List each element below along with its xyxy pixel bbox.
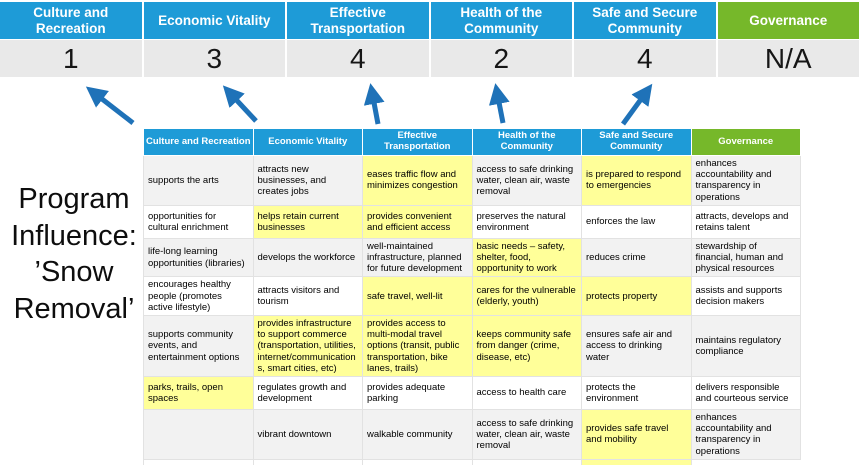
influence-arrow-safe-icon xyxy=(620,83,653,126)
matrix-cell-r8-c5: looks after it's most vulnerable xyxy=(581,458,692,465)
matrix-cell-r8-c6 xyxy=(691,459,801,465)
matrix-header-cell-6: Governance xyxy=(690,128,801,156)
influence-arrow-culture-icon xyxy=(85,86,135,125)
summary-header-cell-4: Health of the Community xyxy=(430,2,574,39)
summary-score-row: 1 3 4 2 4 N/A xyxy=(0,40,859,77)
matrix-cell-r3-c6: stewardship of financial, human and phys… xyxy=(690,237,801,278)
matrix-cell-r8-c3 xyxy=(362,458,473,465)
matrix-cell-r2-c6: attracts, develops and retains talent xyxy=(690,204,801,239)
matrix-cell-r6-c2: regulates growth and development xyxy=(252,376,363,411)
matrix-cell-r3-c3: well-maintained infrastructure, planned … xyxy=(362,237,473,278)
program-title: Program Influence: ’Snow Removal’ xyxy=(0,181,148,327)
summary-header-cell-1: Culture and Recreation xyxy=(0,2,144,39)
matrix-cell-r3-c5: reduces crime xyxy=(581,237,692,278)
matrix-cell-r7-c6: enhances accountability and transparency… xyxy=(690,409,801,460)
matrix-cell-r2-c3: provides convenient and efficient access xyxy=(362,204,473,239)
matrix-cell-r1-c4: access to safe drinking water, clean air… xyxy=(471,155,582,206)
summary-header-cell-6: Governance xyxy=(717,2,859,39)
program-title-line-4: Removal’ xyxy=(13,292,135,325)
matrix-cell-r1-c2: attracts new businesses, and creates job… xyxy=(252,155,363,206)
influence-arrows xyxy=(85,83,653,126)
matrix-cell-r4-c1: encourages healthy people (promotes acti… xyxy=(143,276,254,317)
summary-score-cell-1: 1 xyxy=(0,40,144,77)
summary-header-cell-2: Economic Vitality xyxy=(143,2,287,39)
matrix-row-2: opportunities for cultural enrichment hel… xyxy=(143,204,801,239)
summary-score-cell-6: N/A xyxy=(717,40,859,77)
matrix-cell-r1-c6: enhances accountability and transparency… xyxy=(690,155,801,206)
matrix-cell-r2-c1: opportunities for cultural enrichment xyxy=(143,204,254,239)
summary-score-cell-3: 4 xyxy=(287,40,431,77)
matrix-cell-r4-c5: protects property xyxy=(581,276,692,317)
matrix-cell-r1-c5: is prepared to respond to emergencies xyxy=(581,155,692,206)
matrix-header-cell-5: Safe and Secure Community xyxy=(581,128,692,156)
matrix-cell-r8-c4 xyxy=(471,458,582,465)
matrix-cell-r1-c3: eases traffic flow and minimizes congest… xyxy=(362,155,473,206)
influence-arrow-economic-icon xyxy=(222,85,258,123)
matrix-row-6: parks, trails, open spaces regulates grow… xyxy=(143,376,801,411)
matrix-cell-r7-c3: walkable community xyxy=(362,409,473,460)
matrix-cell-r3-c1: life-long learning opportunities (librar… xyxy=(143,237,254,278)
influence-arrow-transportation-icon xyxy=(363,83,385,125)
matrix-row-5: supports community events, and entertain… xyxy=(143,315,801,378)
matrix-cell-r6-c3: provides adequate parking xyxy=(362,376,473,411)
summary-header-cell-5: Safe and Secure Community xyxy=(574,2,718,39)
matrix-row-1: supports the arts attracts new businesses… xyxy=(143,155,801,206)
matrix-row-3: life-long learning opportunities (librar… xyxy=(143,237,801,278)
matrix-header-cell-1: Culture and Recreation xyxy=(143,128,254,156)
matrix-cell-r6-c1: parks, trails, open spaces xyxy=(143,376,254,411)
matrix-header-cell-2: Economic Vitality xyxy=(252,128,363,156)
matrix-cell-r5-c5: ensures safe air and access to drinking … xyxy=(581,315,692,378)
matrix-cell-r5-c3: provides access to multi-modal travel op… xyxy=(362,315,473,378)
matrix-body: supports the arts attracts new businesses… xyxy=(143,155,801,465)
matrix-cell-r5-c1: supports community events, and entertain… xyxy=(143,315,254,378)
summary-header-cell-3: Effective Transportation xyxy=(287,2,431,39)
matrix-cell-r2-c5: enforces the law xyxy=(581,204,692,239)
influence-arrow-health-icon xyxy=(488,83,510,124)
matrix-cell-r7-c4: access to safe drinking water, clean air… xyxy=(471,409,582,460)
matrix-row-7: vibrant downtown walkable community access… xyxy=(143,409,801,460)
matrix-header-cell-3: Effective Transportation xyxy=(362,128,473,156)
matrix-cell-r2-c2: helps retain current businesses xyxy=(252,204,363,239)
matrix-cell-r5-c4: keeps community safe from danger (crime,… xyxy=(471,315,582,378)
matrix-cell-r6-c5: protects the environment xyxy=(581,376,692,411)
summary-score-cell-5: 4 xyxy=(574,40,718,77)
matrix-cell-r4-c6: assists and supports decision makers xyxy=(690,276,801,317)
matrix-cell-r8-c2 xyxy=(252,458,363,465)
matrix-cell-r6-c4: access to health care xyxy=(471,376,582,411)
matrix-row-4: encourages healthy people (promotes acti… xyxy=(143,276,801,317)
matrix-row-8: looks after it's most vulnerable xyxy=(143,458,801,465)
matrix-cell-r2-c4: preserves the natural environment xyxy=(471,204,582,239)
matrix-header-cell-4: Health of the Community xyxy=(471,128,582,156)
program-title-line-1: Program xyxy=(18,183,130,215)
matrix-cell-r5-c6: maintains regulatory compliance xyxy=(690,315,801,378)
summary-score-cell-4: 2 xyxy=(430,40,574,77)
program-title-line-3: ’Snow xyxy=(34,256,114,289)
summary-header-row: Culture and Recreation Economic Vitality E… xyxy=(0,2,859,39)
matrix-cell-r3-c2: develops the workforce xyxy=(252,237,363,278)
matrix-cell-r4-c3: safe travel, well-lit xyxy=(362,276,473,317)
matrix-cell-r7-c1 xyxy=(143,409,254,460)
matrix-cell-r7-c5: provides safe travel and mobility xyxy=(581,409,692,460)
matrix-cell-r7-c2: vibrant downtown xyxy=(252,409,363,460)
matrix-header-row: Culture and Recreation Economic Vitality E… xyxy=(143,128,801,156)
matrix-cell-r4-c2: attracts visitors and tourism xyxy=(252,276,363,317)
matrix-cell-r8-c1 xyxy=(143,458,254,465)
matrix-cell-r1-c1: supports the arts xyxy=(143,155,254,206)
influence-matrix: Culture and Recreation Economic Vitality E… xyxy=(143,128,801,465)
matrix-cell-r5-c2: provides infrastructure to support comme… xyxy=(252,315,363,378)
program-title-line-2: Influence: xyxy=(11,219,137,252)
summary-score-cell-2: 3 xyxy=(143,40,287,77)
matrix-cell-r3-c4: basic needs – safety, shelter, food, opp… xyxy=(471,237,582,278)
matrix-cell-r6-c6: delivers responsible and courteous servi… xyxy=(690,376,801,411)
matrix-cell-r4-c4: cares for the vulnerable (elderly, youth… xyxy=(471,276,582,317)
